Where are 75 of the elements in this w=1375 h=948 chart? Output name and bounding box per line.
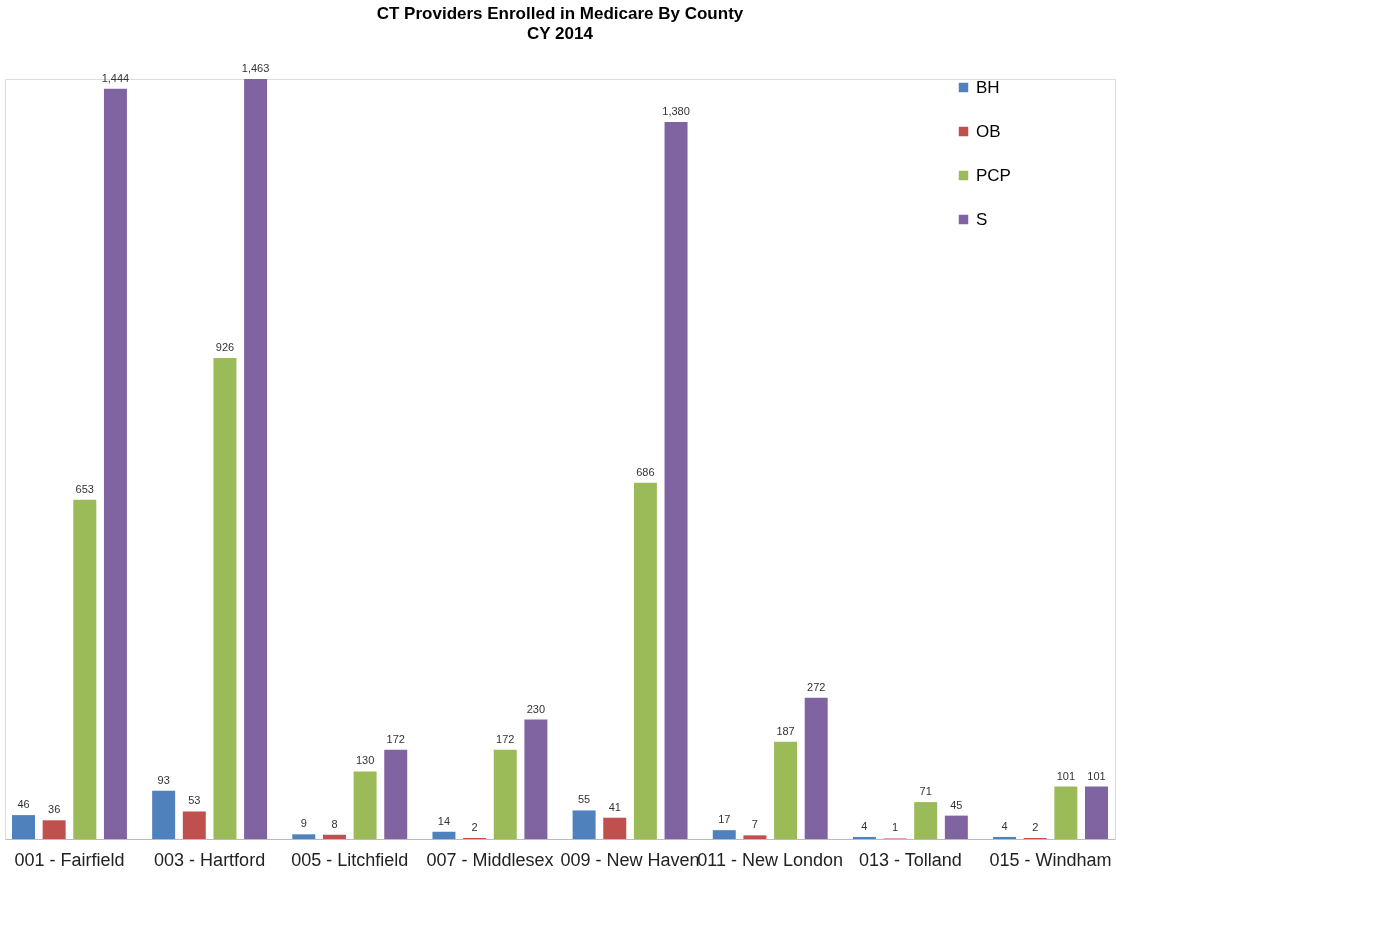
bar [774,741,798,839]
chart-title: CT Providers Enrolled in Medicare By County [376,4,744,23]
data-label: 93 [157,773,170,786]
bar [743,835,767,839]
bar [664,122,688,839]
data-label: 45 [950,798,963,811]
x-tick-label: 011 - New London [697,849,844,870]
data-label: 1 [891,821,899,834]
data-label: 8 [331,817,338,830]
data-label: 130 [355,754,375,767]
data-label: 9 [300,817,307,830]
bar [213,357,237,839]
data-label: 686 [636,465,655,478]
bar [322,834,346,839]
bar [572,810,596,839]
x-tick-label: 009 - New Haven [560,849,700,870]
data-label: 172 [496,732,515,745]
data-label: 4 [861,819,868,832]
bar [1054,786,1078,839]
data-label: 7 [751,818,758,831]
bar [493,749,517,839]
x-tick-label: 013 - Tolland [859,849,962,870]
bar [993,836,1017,839]
data-label: 1,444 [101,71,130,84]
data-label: 53 [188,794,201,807]
bar [1085,786,1108,839]
data-label: 2 [471,820,478,833]
data-label: 230 [526,702,546,715]
data-label: 101 [1087,769,1106,782]
bar [603,817,627,839]
data-label: 55 [577,793,591,806]
data-label: 71 [919,785,932,798]
data-label: 14 [437,814,451,827]
data-label: 172 [386,732,405,745]
data-label: 187 [776,724,795,737]
legend-label: BH [976,77,1000,97]
chart-subtitle: CY 2014 [527,24,594,43]
bar [42,820,66,839]
bar [103,88,127,839]
legend-label: OB [976,121,1001,141]
x-tick-label: 005 - Litchfield [291,849,409,870]
bar [804,697,828,839]
bar [244,79,268,839]
data-label: 272 [807,680,826,693]
data-label: 17 [718,813,731,826]
legend-label: S [976,209,988,229]
x-tick-label: 003 - Hartford [154,849,266,870]
data-label: 46 [17,798,30,811]
legend-label: PCP [976,165,1011,185]
bar [432,831,456,839]
data-label: 926 [215,340,235,353]
bar [384,749,408,839]
data-label: 1,463 [241,62,270,74]
data-label: 4 [1001,819,1008,832]
bar [852,836,876,839]
data-label: 36 [48,803,61,816]
bar [914,802,938,839]
data-label: 41 [608,800,621,813]
bar [152,790,176,839]
data-label: 2 [1032,820,1039,833]
bar [712,830,736,839]
bar [633,482,657,839]
bar [292,834,316,839]
bar [944,815,968,839]
bar [182,811,206,839]
x-tick-label: 007 - Middlesex [426,849,554,870]
bar [73,499,97,839]
data-label: 653 [75,482,94,495]
bar [524,719,548,839]
data-label: 101 [1056,769,1076,782]
x-tick-label: 001 - Fairfield [14,849,125,870]
bar [353,771,377,839]
data-label: 1,380 [662,105,690,118]
x-tick-label: 015 - Windham [989,849,1112,870]
bar [12,815,35,839]
